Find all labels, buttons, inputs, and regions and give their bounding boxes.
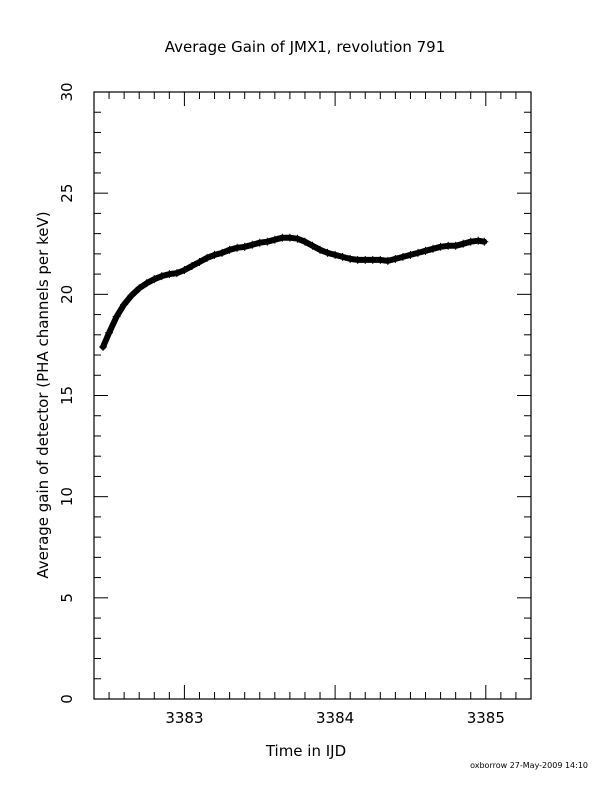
- data-point: [368, 255, 377, 264]
- y-tick-label: 5: [58, 593, 76, 603]
- data-point: [165, 270, 174, 279]
- data-point: [142, 279, 151, 288]
- data-point: [225, 245, 234, 254]
- data-point: [135, 284, 144, 293]
- data-point: [323, 248, 332, 257]
- y-tick-label: 25: [58, 184, 76, 203]
- y-tick-label: 0: [58, 694, 76, 704]
- data-point: [474, 236, 483, 245]
- data-point: [413, 248, 422, 257]
- data-point: [480, 237, 489, 246]
- data-point: [429, 244, 438, 253]
- axis-tick-labels: 3383 3384 3385 0 5 10 15 20 25 30: [58, 82, 505, 727]
- data-series: [99, 233, 489, 351]
- axis-ticks: [93, 91, 532, 700]
- data-point: [157, 272, 166, 281]
- data-point: [218, 248, 227, 257]
- data-point: [293, 234, 302, 243]
- y-tick-label: 20: [58, 285, 76, 304]
- data-point: [376, 255, 385, 264]
- data-point: [99, 342, 108, 351]
- data-point: [187, 262, 196, 271]
- data-point: [255, 238, 264, 247]
- x-tick-label: 3383: [165, 709, 203, 727]
- data-point: [383, 256, 392, 265]
- data-point: [180, 266, 189, 275]
- data-point: [233, 243, 242, 252]
- x-tick-label: 3384: [316, 709, 354, 727]
- data-point: [263, 237, 272, 246]
- x-axis-label: Time in IJD: [265, 742, 346, 760]
- data-point: [316, 245, 325, 254]
- data-point: [444, 241, 453, 250]
- data-point: [112, 312, 121, 321]
- data-point: [421, 246, 430, 255]
- series-line: [100, 234, 488, 350]
- data-point: [466, 237, 475, 246]
- data-point: [203, 253, 212, 262]
- data-point: [300, 237, 309, 246]
- y-axis-label: Average gain of detector (PHA channels p…: [34, 211, 52, 578]
- x-tick-label: 3385: [467, 709, 505, 727]
- y-tick-label: 30: [58, 82, 76, 101]
- data-point: [285, 233, 294, 242]
- footer-credit: oxborrow 27-May-2009 14:10: [470, 761, 588, 770]
- data-point: [172, 269, 181, 278]
- data-point: [195, 257, 204, 266]
- data-point: [240, 242, 249, 251]
- data-point: [331, 250, 340, 259]
- data-point: [105, 328, 114, 337]
- data-point: [248, 240, 257, 249]
- data-point: [436, 242, 445, 251]
- data-point: [210, 250, 219, 259]
- chart-title: Average Gain of JMX1, revolution 791: [165, 38, 446, 56]
- data-point: [459, 239, 468, 248]
- data-point: [398, 252, 407, 261]
- y-tick-label: 15: [58, 386, 76, 405]
- data-point: [308, 241, 317, 250]
- data-point: [270, 235, 279, 244]
- data-point: [451, 241, 460, 250]
- data-point: [361, 255, 370, 264]
- data-point: [391, 254, 400, 263]
- data-point: [346, 254, 355, 263]
- plot-frame: [93, 91, 532, 700]
- data-point: [278, 233, 287, 242]
- y-tick-label: 10: [58, 487, 76, 506]
- data-point: [406, 250, 415, 259]
- data-point: [127, 291, 136, 300]
- data-point: [150, 275, 159, 284]
- data-point: [338, 252, 347, 261]
- data-point: [120, 300, 129, 309]
- data-point: [353, 255, 362, 264]
